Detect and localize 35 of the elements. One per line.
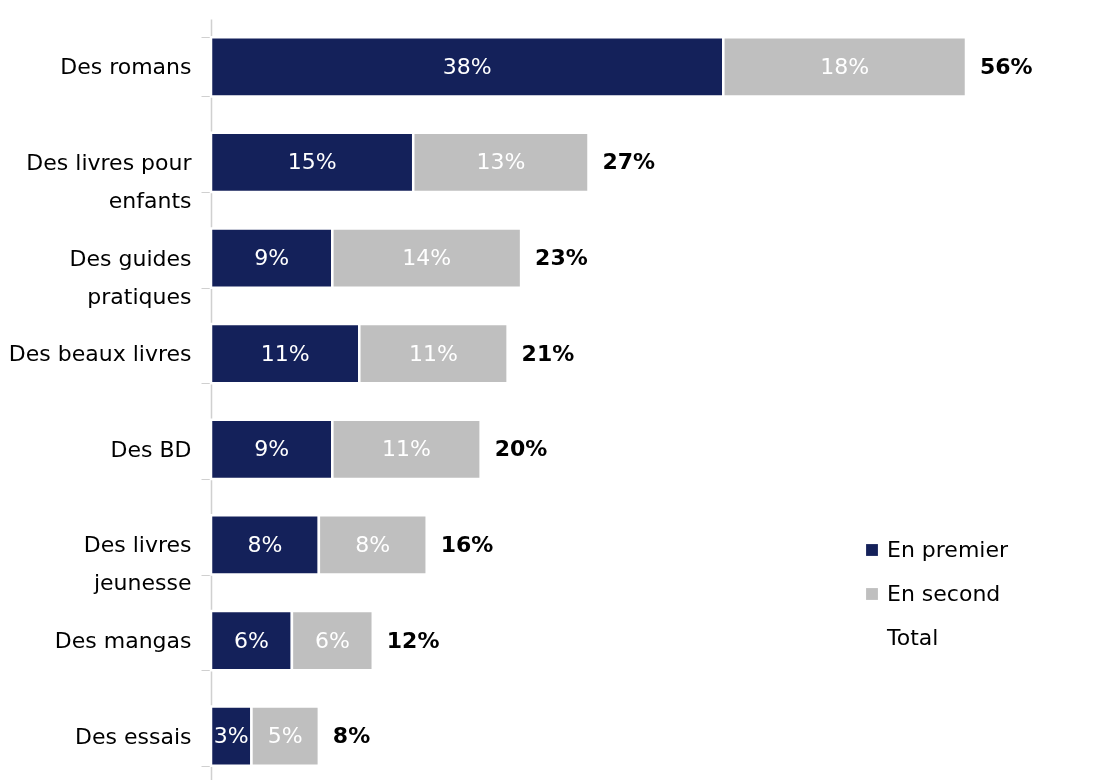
y-tick-label: Des essais xyxy=(75,723,192,749)
data-label: 3% xyxy=(213,723,249,749)
y-tick-label: Des livres jeunesse xyxy=(83,532,192,596)
data-label: 38% xyxy=(442,53,492,79)
total-label: 56% xyxy=(980,53,1033,79)
total-label: 8% xyxy=(332,723,371,749)
y-tick-label: Des romans xyxy=(60,54,192,80)
y-tick-label: Des guides pratiques xyxy=(69,245,192,309)
data-label: 8% xyxy=(247,531,283,557)
legend-label: En premier xyxy=(887,537,1009,562)
data-label: 18% xyxy=(820,53,870,79)
data-label: 5% xyxy=(267,723,303,749)
total-label: 23% xyxy=(535,245,588,271)
data-label: 6% xyxy=(233,627,269,653)
legend-label: En second xyxy=(887,581,1001,606)
y-tick-label: Des BD xyxy=(110,436,192,462)
y-tick-label: Des mangas xyxy=(54,628,192,654)
annotation: Total xyxy=(886,625,939,650)
data-label: 6% xyxy=(314,627,350,653)
data-label: 9% xyxy=(254,245,290,271)
total-label: 27% xyxy=(602,149,656,175)
total-label: 21% xyxy=(521,340,575,366)
total-label: 16% xyxy=(440,531,494,557)
y-tick-label: Des beaux livres xyxy=(8,341,192,367)
data-label: 13% xyxy=(476,149,526,175)
total-label: 20% xyxy=(494,436,548,462)
y-tick-label: Des livres pour enfants xyxy=(26,149,193,213)
data-label: 15% xyxy=(287,149,337,175)
data-label: 11% xyxy=(409,340,458,366)
data-label: 8% xyxy=(355,531,391,557)
data-label: 9% xyxy=(254,436,290,462)
data-label: 11% xyxy=(382,436,431,462)
data-label: 14% xyxy=(402,245,452,271)
data-label: 11% xyxy=(260,340,310,366)
total-label: 12% xyxy=(386,627,440,653)
